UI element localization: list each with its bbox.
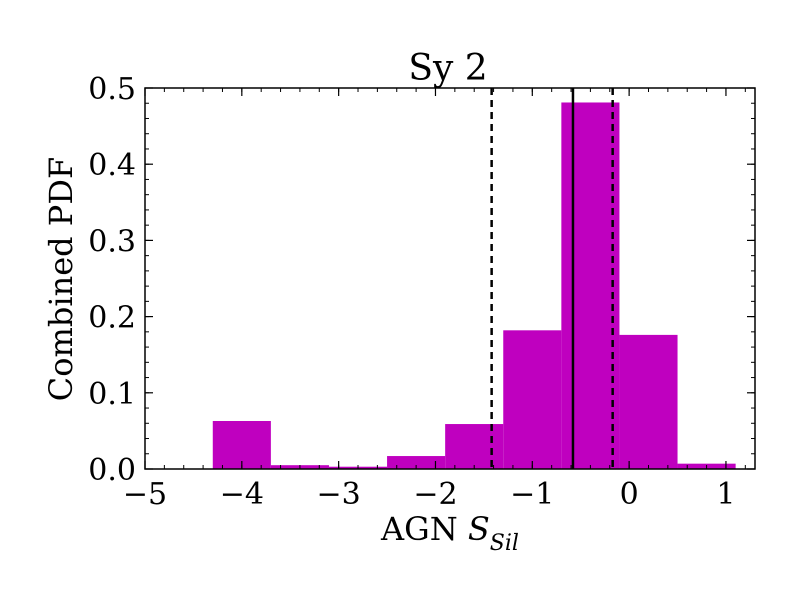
y-tick-label: 0.4 xyxy=(88,148,136,183)
y-tick-labels: 0.0 0.1 0.2 0.3 0.4 0.5 xyxy=(88,72,136,488)
x-tick-labels: −5 −4 −3 −2 −1 0 1 xyxy=(123,477,736,512)
x-axis-label-main: AGN xyxy=(380,510,468,548)
x-axis-label: AGN SSil xyxy=(380,510,519,556)
chart-title: Sy 2 xyxy=(408,48,487,89)
y-tick-label: 0.3 xyxy=(88,224,136,259)
y-tick-label: 0.2 xyxy=(88,301,136,336)
histogram-bar xyxy=(445,424,504,469)
reference-lines xyxy=(490,88,614,469)
histogram-bar xyxy=(387,456,446,469)
histogram-bar xyxy=(561,102,620,469)
x-tick-label: −1 xyxy=(510,477,554,512)
histogram-bar xyxy=(212,420,271,469)
histogram-bar xyxy=(619,334,678,469)
y-tick-label: 0.5 xyxy=(88,72,136,107)
x-tick-label: −3 xyxy=(317,477,361,512)
x-tick-label: 1 xyxy=(716,477,735,512)
y-axis-label: Combined PDF xyxy=(42,157,80,401)
x-axis-label-symbol: S xyxy=(468,510,490,548)
plot-frame xyxy=(144,87,756,470)
x-tick-label: 0 xyxy=(620,477,639,512)
y-tick-label: 0.0 xyxy=(88,453,136,488)
x-tick-label: −2 xyxy=(413,477,457,512)
x-axis-label-subscript: Sil xyxy=(490,531,519,556)
histogram-bars xyxy=(212,102,736,469)
histogram-bar xyxy=(503,330,562,469)
x-tick-label: −4 xyxy=(220,477,264,512)
y-tick-label: 0.1 xyxy=(88,377,136,412)
x-tick-label: −5 xyxy=(123,477,167,512)
